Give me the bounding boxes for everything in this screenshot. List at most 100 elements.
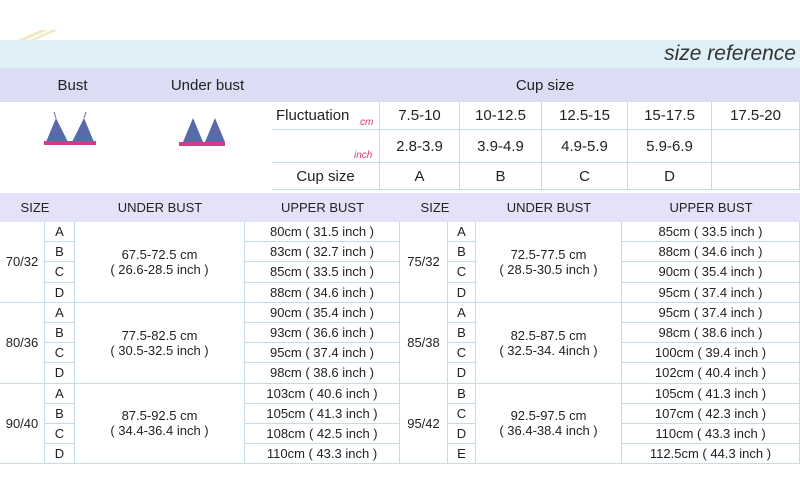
under-bust: 77.5-82.5 cm( 30.5-32.5 inch ) xyxy=(75,302,245,384)
top-header: Under bust xyxy=(170,76,245,94)
cup-letter: B xyxy=(45,323,75,344)
upper-bust: 83cm ( 32.7 inch ) xyxy=(245,242,400,263)
cup-label: Cup size xyxy=(272,163,380,190)
cup: A xyxy=(380,163,460,190)
upper-bust: 95cm ( 37.4 inch ) xyxy=(622,282,800,303)
upper-bust: 105cm ( 41.3 inch ) xyxy=(622,383,800,404)
cm-range: 10-12.5 xyxy=(460,102,542,130)
upper-bust: 90cm ( 35.4 inch ) xyxy=(245,302,400,323)
under-bust-cm: 82.5-87.5 cm xyxy=(510,327,587,343)
inch-range: 5.9-6.9 xyxy=(628,130,712,163)
under-bust-cm: 72.5-77.5 cm xyxy=(510,246,587,262)
upper-bust: 100cm ( 39.4 inch ) xyxy=(622,343,800,364)
cup-letter: E xyxy=(448,444,476,465)
under-bust-inch: ( 30.5-32.5 inch ) xyxy=(110,342,209,358)
cup-letter: D xyxy=(448,282,476,303)
inch-range xyxy=(712,130,800,163)
cup-letter: D xyxy=(448,363,476,384)
under-bust-inch: ( 26.6-28.5 inch ) xyxy=(110,261,209,277)
upper-bust: 102cm ( 40.4 inch ) xyxy=(622,363,800,384)
upper-bust: 93cm ( 36.6 inch ) xyxy=(245,323,400,344)
under-bust: 72.5-77.5 cm( 28.5-30.5 inch ) xyxy=(476,222,622,303)
cup-letter: C xyxy=(448,343,476,364)
cm-unit: cm xyxy=(360,117,374,128)
under-bust-cm: 77.5-82.5 cm xyxy=(121,327,198,343)
upper-bust: 110cm ( 43.3 inch ) xyxy=(622,424,800,445)
cup-letter: C xyxy=(45,424,75,445)
cup-letter: A xyxy=(45,383,75,404)
cup-letter: B xyxy=(45,242,75,263)
cup-letter: D xyxy=(448,424,476,445)
under-bust-cm: 67.5-72.5 cm xyxy=(121,246,198,262)
column-header: SIZE xyxy=(420,200,450,215)
upper-bust: 108cm ( 42.5 inch ) xyxy=(245,424,400,445)
under-bust-cm: 87.5-92.5 cm xyxy=(121,408,198,424)
top-header-band xyxy=(0,68,800,102)
upper-bust: 112.5cm ( 44.3 inch ) xyxy=(622,444,800,465)
bust-icon xyxy=(44,112,96,145)
top-header: Cup size xyxy=(515,76,575,94)
inch-range: 4.9-5.9 xyxy=(542,130,628,163)
cup-letter: B xyxy=(448,242,476,263)
upper-bust: 103cm ( 40.6 inch ) xyxy=(245,383,400,404)
upper-bust: 88cm ( 34.6 inch ) xyxy=(245,282,400,303)
under-bust: 87.5-92.5 cm( 34.4-36.4 inch ) xyxy=(75,383,245,465)
upper-bust: 98cm ( 38.6 inch ) xyxy=(245,363,400,384)
cup-letter: C xyxy=(448,262,476,283)
cup-letter: B xyxy=(45,403,75,424)
size: 70/32 xyxy=(0,222,45,303)
cup-letter: B xyxy=(448,383,476,404)
column-header: UPPER BUST xyxy=(280,200,365,215)
under-bust-icon xyxy=(179,118,225,146)
upper-bust: 105cm ( 41.3 inch ) xyxy=(245,403,400,424)
under-bust-inch: ( 36.4-38.4 inch ) xyxy=(499,423,598,439)
cup-letter: A xyxy=(448,222,476,243)
cup xyxy=(712,163,800,190)
size: 80/36 xyxy=(0,302,45,384)
cup: D xyxy=(628,163,712,190)
upper-bust: 98cm ( 38.6 inch ) xyxy=(622,323,800,344)
size: 85/38 xyxy=(400,302,448,384)
cup: B xyxy=(460,163,542,190)
cup-letter: D xyxy=(45,282,75,303)
cup-letter: D xyxy=(45,363,75,384)
cm-range: 17.5-20 xyxy=(712,102,800,130)
cup-letter: B xyxy=(448,323,476,344)
under-bust-cm: 92.5-97.5 cm xyxy=(510,408,587,424)
cup-letter: A xyxy=(448,302,476,323)
upper-bust: 95cm ( 37.4 inch ) xyxy=(622,302,800,323)
under-bust: 82.5-87.5 cm( 32.5-34. 4inch ) xyxy=(476,302,622,384)
upper-bust: 85cm ( 33.5 inch ) xyxy=(622,222,800,243)
table-header-band xyxy=(0,193,800,222)
upper-bust: 80cm ( 31.5 inch ) xyxy=(245,222,400,243)
inch-range: 2.8-3.9 xyxy=(380,130,460,163)
cup-letter: C xyxy=(45,262,75,283)
column-header: UNDER BUST xyxy=(117,200,203,215)
cup-letter: C xyxy=(448,403,476,424)
fluctuation-label: Fluctuation xyxy=(272,102,380,130)
size: 95/42 xyxy=(400,383,448,465)
inch-range: 3.9-4.9 xyxy=(460,130,542,163)
under-bust-inch: ( 28.5-30.5 inch ) xyxy=(499,261,598,277)
upper-bust: 90cm ( 35.4 inch ) xyxy=(622,262,800,283)
cup-letter: D xyxy=(45,444,75,465)
column-header: UNDER BUST xyxy=(506,200,592,215)
stripes xyxy=(17,30,58,40)
cup-letter: C xyxy=(45,343,75,364)
cup-letter: A xyxy=(45,222,75,243)
top-header: Bust xyxy=(57,76,88,94)
cup-letter: A xyxy=(45,302,75,323)
under-bust: 92.5-97.5 cm( 36.4-38.4 inch ) xyxy=(476,383,622,465)
cm-range: 15-17.5 xyxy=(628,102,712,130)
inch-label-cell xyxy=(272,130,380,163)
upper-bust: 107cm ( 42.3 inch ) xyxy=(622,403,800,424)
under-bust: 67.5-72.5 cm( 26.6-28.5 inch ) xyxy=(75,222,245,303)
column-header: UPPER BUST xyxy=(669,200,753,215)
size: 90/40 xyxy=(0,383,45,465)
inch-unit: inch xyxy=(354,150,373,161)
cm-range: 7.5-10 xyxy=(380,102,460,130)
size: 75/32 xyxy=(400,222,448,303)
title: size reference xyxy=(664,42,796,65)
column-header: SIZE xyxy=(20,200,50,215)
